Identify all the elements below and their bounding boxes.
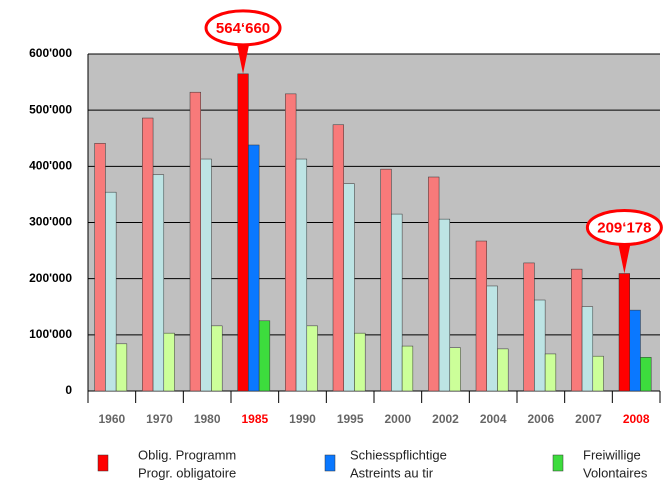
x-tick-label: 2007: [575, 412, 602, 426]
x-tick-label: 1995: [337, 412, 364, 426]
y-tick-label: 600'000: [29, 46, 72, 60]
legend-swatch: [97, 454, 109, 472]
bar: [285, 93, 297, 392]
legend-label: Progr. obligatoire: [138, 465, 236, 480]
bar: [332, 124, 344, 392]
callout-pointer: [236, 39, 251, 74]
legend-label: Oblig. Programm: [138, 447, 236, 462]
y-tick-label: 400'000: [29, 159, 72, 173]
bar: [105, 191, 117, 392]
value-label: 564‘660: [216, 20, 270, 37]
bar: [544, 353, 557, 392]
callout-pointer: [617, 239, 632, 274]
legend-label: Astreints au tir: [350, 465, 434, 480]
bar: [581, 306, 594, 392]
bar: [163, 332, 175, 392]
bar: [115, 343, 128, 392]
x-tick-label: 1970: [146, 412, 173, 426]
legend-swatch: [552, 454, 564, 472]
y-tick-label: 100'000: [29, 327, 72, 341]
x-tick-label: 2008: [623, 412, 650, 426]
x-tick-label: 2004: [480, 412, 507, 426]
bar: [475, 240, 487, 392]
bar: [449, 347, 461, 392]
legend-label: Volontaires: [583, 465, 648, 480]
bar: [189, 91, 201, 392]
x-tick-label: 2002: [432, 412, 459, 426]
x-tick-label: 1980: [194, 412, 221, 426]
x-tick-label: 1960: [98, 412, 125, 426]
x-tick-label: 1990: [289, 412, 316, 426]
x-tick-label: 2000: [384, 412, 411, 426]
bar: [523, 262, 535, 392]
callout-bubble: [585, 209, 663, 247]
bar: [295, 158, 308, 392]
bar: [640, 357, 652, 392]
legend-label: Freiwillige: [583, 447, 641, 462]
legend-label: Schiesspflichtige: [350, 447, 447, 462]
bar: [142, 117, 154, 392]
bar: [629, 309, 641, 392]
y-tick-label: 300'000: [29, 215, 72, 229]
bar: [486, 285, 498, 392]
y-tick-label: 0: [65, 383, 72, 397]
bar: [571, 268, 583, 392]
bar: [428, 176, 440, 392]
bar: [534, 299, 546, 392]
legend-swatch: [324, 454, 336, 472]
bar: [618, 273, 630, 392]
value-label: 209‘178: [597, 219, 651, 236]
bar: [248, 144, 260, 392]
bar: [380, 168, 392, 392]
bar: [152, 174, 165, 392]
callout-bubble: [204, 9, 282, 47]
bar: [438, 218, 451, 392]
bar: [200, 158, 212, 392]
y-tick-label: 200'000: [29, 271, 72, 285]
bar: [497, 348, 509, 392]
y-tick-label: 500'000: [29, 102, 72, 116]
bar: [343, 183, 355, 392]
bar: [592, 355, 604, 392]
bar: [401, 345, 414, 392]
bar: [258, 320, 271, 392]
bar: [237, 73, 249, 392]
x-tick-label: 1985: [241, 412, 268, 426]
x-tick-label: 2006: [527, 412, 554, 426]
bar: [354, 332, 366, 392]
bar: [391, 213, 403, 392]
bar: [94, 143, 106, 392]
bar: [211, 325, 223, 392]
bar: [306, 325, 318, 392]
